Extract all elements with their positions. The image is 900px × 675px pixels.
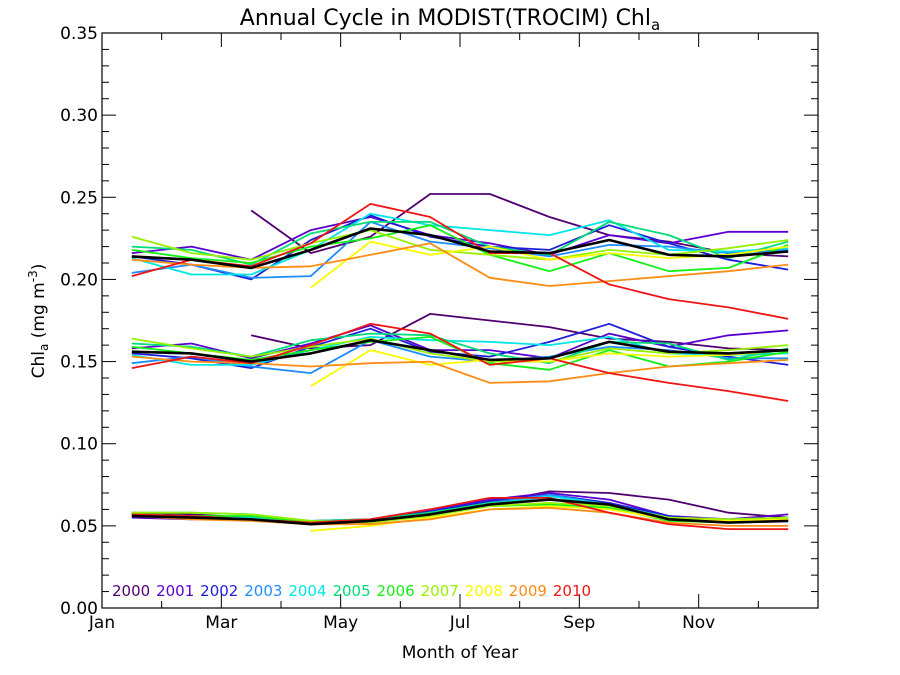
legend-entry-2002: 2002 (200, 582, 238, 600)
chart-title: Annual Cycle in MODIST(TROCIM) Chla (240, 6, 660, 34)
y-axis-label: Chla (mg m-3) (26, 264, 51, 379)
series-line-2010-upper (131, 203, 789, 320)
x-axis-label: Month of Year (402, 643, 518, 663)
series-layer (131, 193, 789, 532)
x-tick-label: Mar (205, 613, 237, 633)
series-line-2006-upper (131, 224, 789, 273)
series-line-mean-mean (131, 338, 789, 363)
legend-entry-2004: 2004 (288, 582, 326, 600)
legend-entry-2003: 2003 (244, 582, 282, 600)
y-tick-label: 0.15 (60, 353, 98, 373)
legend-entry-2009: 2009 (509, 582, 547, 600)
legend-entry-2005: 2005 (332, 582, 370, 600)
legend-entry-2007: 2007 (421, 582, 459, 600)
series-line-2007-upper (131, 229, 789, 261)
y-tick-label: 0.30 (60, 106, 98, 126)
series-line-2002-upper (131, 214, 789, 281)
legend-entry-2008: 2008 (465, 582, 503, 600)
y-tick-label: 0.25 (60, 188, 98, 208)
y-tick-label: 0.35 (60, 24, 98, 44)
series-line-2009-lower (131, 506, 789, 527)
series-line-mean-lower (131, 498, 789, 526)
legend-entry-2010: 2010 (553, 582, 591, 600)
y-tick-label: 0.05 (60, 517, 98, 537)
series-line-2008-mean (310, 349, 789, 387)
legend-entry-2001: 2001 (156, 582, 194, 600)
series-line-2008-upper (310, 240, 789, 289)
y-tick-label: 0.20 (60, 270, 98, 290)
legend-entry-2006: 2006 (377, 582, 415, 600)
y-tick-label: 0.10 (60, 435, 98, 455)
series-line-2007-lower (131, 502, 789, 524)
series-line-2004-upper (131, 212, 789, 276)
axes-layer: 0.00 0.05 0.10 0.15 0.20 0.25 0.30 0.35 Jan Mar Ma… (60, 24, 819, 633)
x-tick-label: May (323, 613, 358, 633)
legend-entry-2000: 2000 (112, 582, 150, 600)
series-line-2010-mean (131, 322, 789, 402)
x-tick-label: Jul (449, 613, 471, 633)
series-line-mean-upper (131, 227, 789, 270)
series-line-2003-upper (131, 221, 789, 279)
legend: 2000 2001 2002 2003 2004 2005 2006 2007 2008 2009… (112, 582, 591, 600)
y-tick-label: 0.00 (60, 599, 98, 619)
x-tick-label: Sep (563, 613, 595, 633)
x-tick-label: Nov (682, 613, 715, 633)
x-tick-label: Jan (88, 613, 115, 633)
